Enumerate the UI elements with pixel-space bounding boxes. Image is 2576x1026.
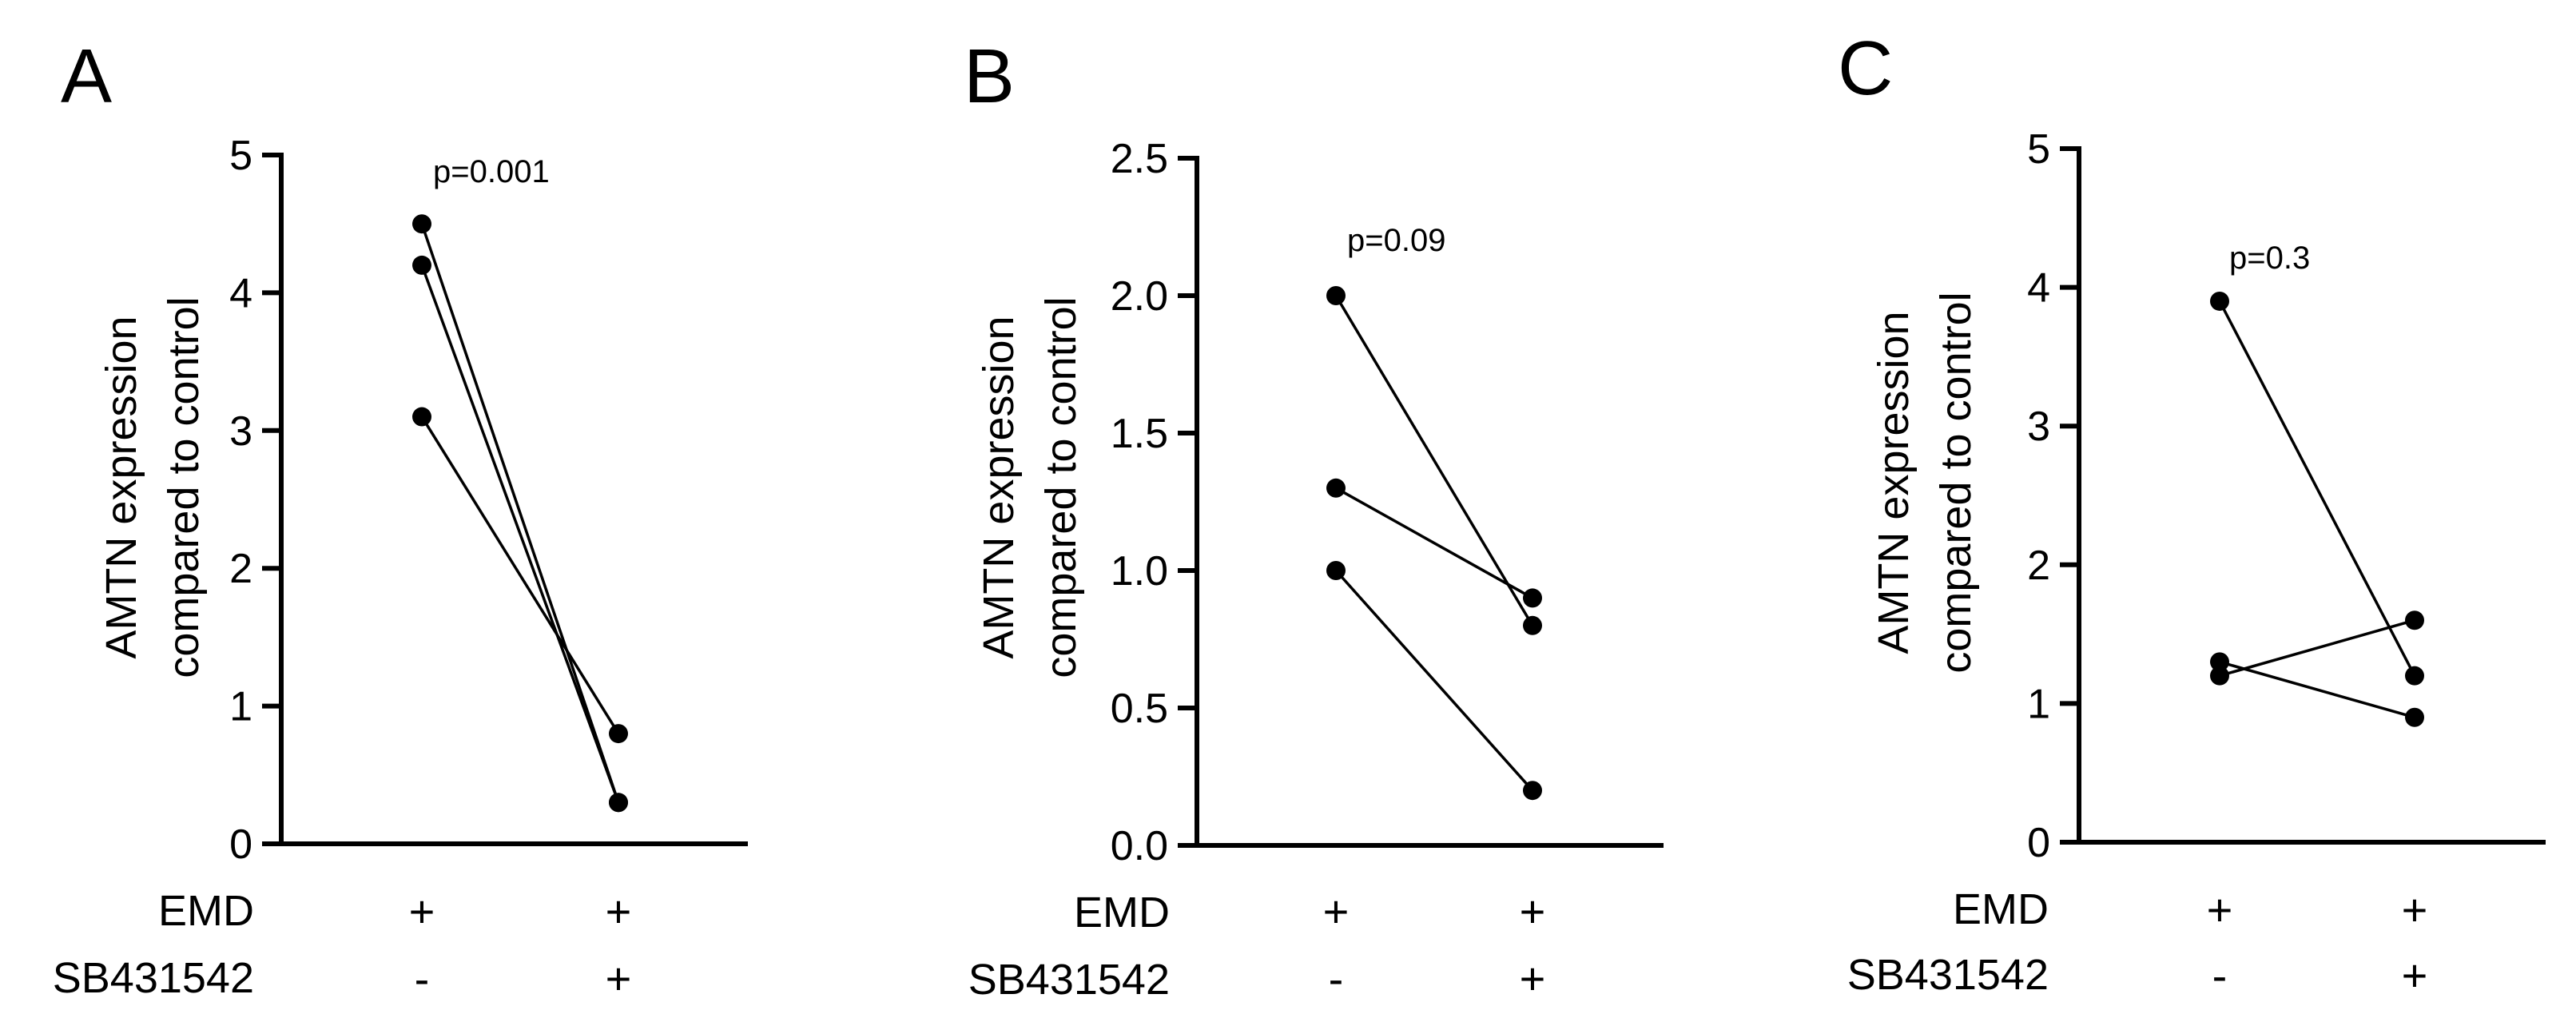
pair-line-c-2 — [2219, 618, 2415, 678]
y-tick-label-b-4: 2.0 — [1111, 273, 1168, 320]
y-axis-label-line1-b: AMTN expression — [975, 316, 1023, 658]
y-tick-label-b-5: 2.5 — [1111, 136, 1168, 182]
condition-emd-group1-b: + — [1323, 886, 1350, 937]
condition-sb431542-group2-b: + — [1520, 953, 1546, 1004]
y-tick-label-b-2: 1.0 — [1111, 548, 1168, 595]
y-tick-label-a-5: 5 — [229, 133, 252, 179]
condition-sb431542-group1-b: - — [1329, 953, 1344, 1004]
p-value-label-a: p=0.001 — [433, 154, 550, 189]
y-tick-label-a-1: 1 — [229, 684, 252, 730]
panel-c: C AMTN expression compared to control p=… — [1838, 26, 2427, 1000]
data-point-c-s1-c1 — [2405, 707, 2424, 727]
condition-label-emd-c: EMD — [1953, 885, 2049, 933]
plot-area-b: 0.0 0.5 1.0 1.5 2.0 2.5 — [1111, 136, 1664, 869]
condition-sb431542-group2-c: + — [2402, 950, 2428, 1000]
y-axis-label-line2-b: compared to control — [1037, 296, 1085, 678]
condition-emd-group2-b: + — [1520, 886, 1546, 937]
condition-emd-group2-c: + — [2402, 885, 2428, 935]
y-tick-label-b-1: 0.5 — [1111, 686, 1168, 732]
pair-line-b-2 — [1334, 569, 1534, 792]
pair-line-b-1 — [1335, 487, 1533, 599]
condition-emd-group1-a: + — [409, 886, 435, 937]
y-tick-label-a-3: 3 — [229, 408, 252, 455]
plot-area-a: 0 1 2 3 4 5 — [229, 133, 748, 868]
data-point-b-s0-c0 — [1326, 286, 1346, 305]
condition-emd-group2-a: + — [606, 886, 632, 937]
p-value-label-c: p=0.3 — [2229, 241, 2310, 276]
data-point-a-s2-c0 — [412, 407, 431, 427]
data-point-c-s2-c0 — [2210, 666, 2229, 686]
y-tick-label-b-0: 0.0 — [1111, 823, 1168, 869]
data-point-a-s2-c1 — [609, 724, 628, 744]
data-point-c-s2-c1 — [2405, 610, 2424, 630]
pair-line-a-1 — [420, 264, 620, 803]
y-tick-label-a-2: 2 — [229, 546, 252, 592]
y-tick-label-c-2: 2 — [2027, 543, 2050, 589]
plot-area-c: 0 1 2 3 4 5 — [2027, 126, 2546, 866]
panel-letter-a: A — [61, 34, 112, 119]
y-axis-label-line1-a: AMTN expression — [97, 316, 145, 658]
data-point-b-s1-c0 — [1326, 478, 1346, 498]
condition-sb431542-group1-a: - — [415, 953, 430, 1004]
y-tick-label-c-3: 3 — [2027, 404, 2050, 450]
data-point-a-s1-c1 — [609, 793, 628, 813]
condition-emd-group1-c: + — [2207, 885, 2233, 935]
data-point-c-s0-c0 — [2210, 291, 2229, 311]
condition-label-sb431542-c: SB431542 — [1847, 951, 2049, 999]
y-axis-label-line1-c: AMTN expression — [1870, 311, 1918, 654]
condition-label-sb431542-a: SB431542 — [53, 954, 254, 1002]
y-tick-label-a-4: 4 — [229, 270, 252, 316]
pair-line-b-0 — [1334, 295, 1534, 626]
data-point-b-s1-c1 — [1523, 588, 1542, 608]
condition-sb431542-group1-c: - — [2212, 950, 2228, 1000]
pair-line-a-2 — [420, 416, 620, 735]
pair-line-c-1 — [2219, 660, 2415, 719]
data-point-c-s1-c0 — [2210, 652, 2229, 672]
y-tick-label-c-0: 0 — [2027, 820, 2050, 866]
panel-b: B AMTN expression compared to control p=… — [964, 34, 1545, 1004]
y-tick-label-c-5: 5 — [2027, 126, 2050, 173]
y-tick-label-b-3: 1.5 — [1111, 411, 1168, 457]
data-point-b-s0-c1 — [1523, 615, 1542, 635]
pair-line-c-0 — [2218, 300, 2416, 677]
panel-a: A AMTN expression compared to control p=… — [53, 34, 632, 1004]
data-point-b-s2-c0 — [1326, 561, 1346, 580]
y-tick-label-c-4: 4 — [2027, 265, 2050, 312]
pair-line-a-0 — [420, 223, 620, 803]
data-point-c-s0-c1 — [2405, 666, 2424, 686]
condition-label-emd-b: EMD — [1074, 889, 1170, 937]
y-tick-label-a-0: 0 — [229, 821, 252, 868]
condition-label-emd-a: EMD — [158, 887, 254, 935]
y-axis-label-line2-c: compared to control — [1932, 292, 1980, 673]
panel-letter-b: B — [964, 34, 1015, 119]
data-point-a-s0-c0 — [412, 214, 431, 234]
data-point-b-s2-c1 — [1523, 781, 1542, 801]
y-tick-label-c-1: 1 — [2027, 681, 2050, 727]
y-axis-label-line2-a: compared to control — [160, 296, 208, 678]
p-value-label-b: p=0.09 — [1347, 223, 1445, 258]
condition-sb431542-group2-a: + — [606, 953, 632, 1004]
condition-label-sb431542-b: SB431542 — [968, 956, 1170, 1004]
data-point-a-s1-c0 — [412, 255, 431, 275]
panel-letter-c: C — [1838, 26, 1893, 111]
